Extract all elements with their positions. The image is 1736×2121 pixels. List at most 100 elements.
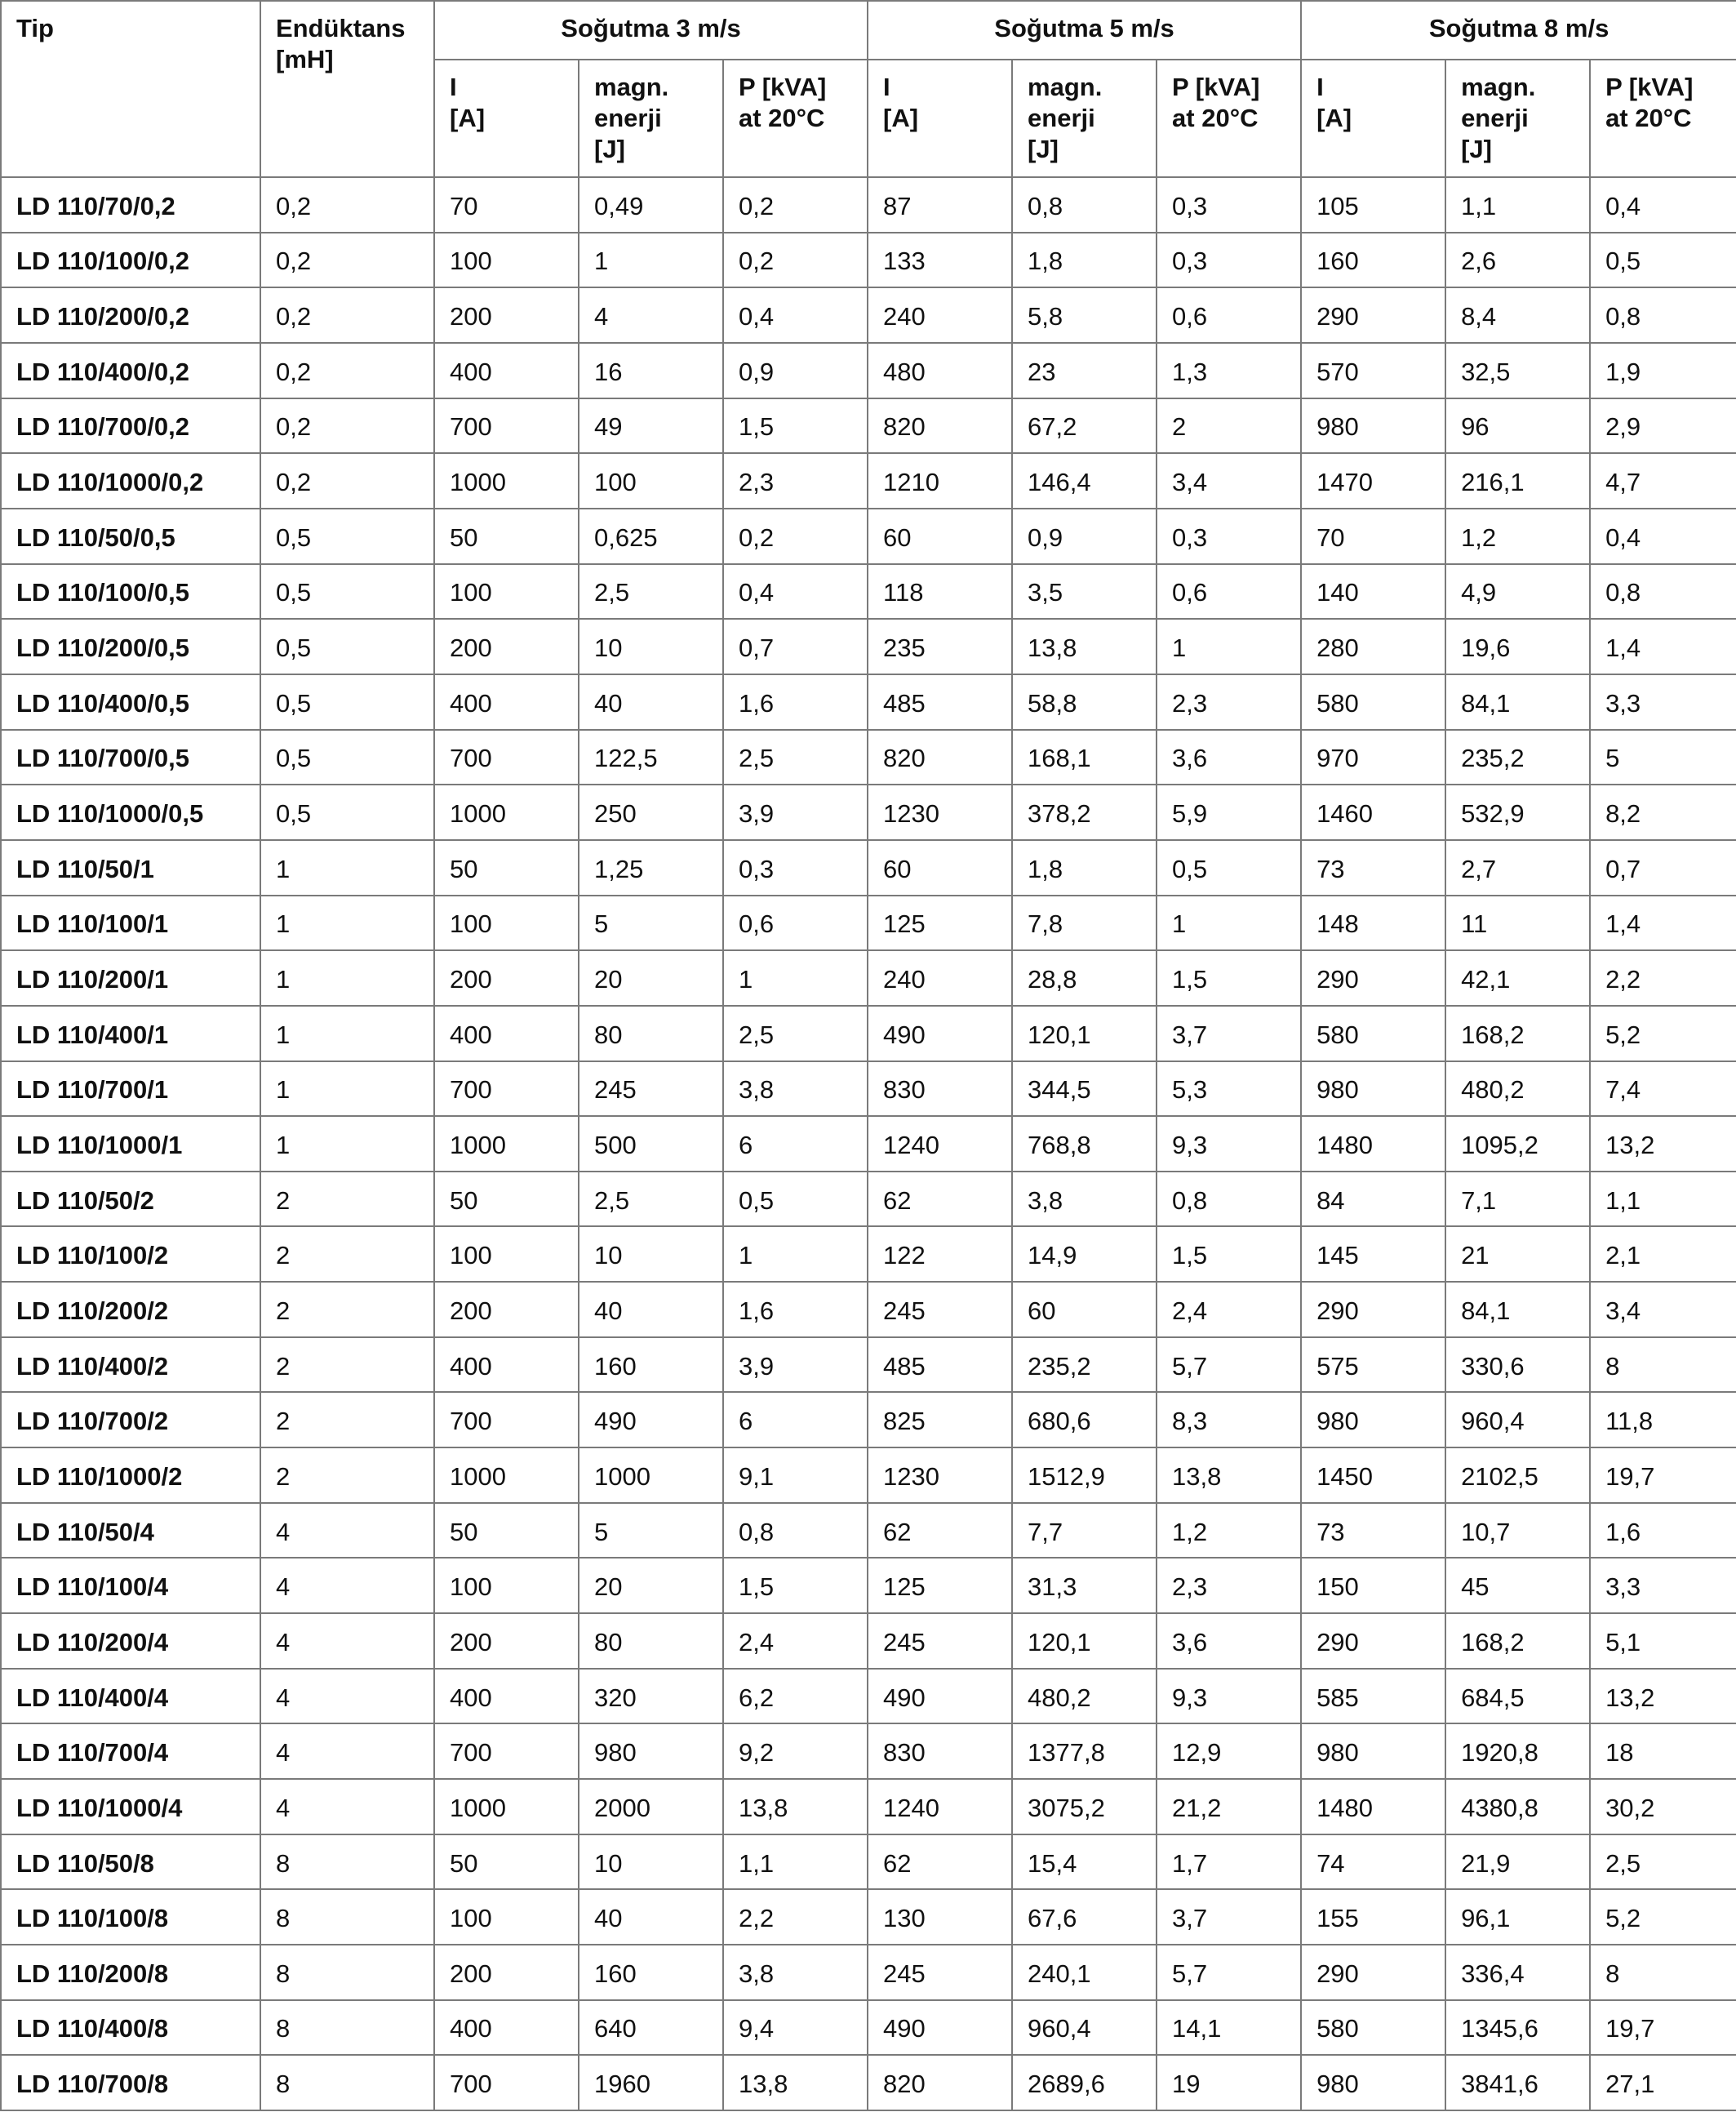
cell-current-3: 50 — [433, 838, 579, 896]
table-row: LD 110/400/4 4 400 320 6,2 490 480,2 9,3 585 684,… — [0, 1667, 1736, 1725]
cell-type: LD 110/50/8 — [0, 1833, 261, 1891]
cell-power-3: 6,2 — [721, 1667, 869, 1725]
cell-power-8: 1,4 — [1589, 894, 1736, 952]
cell-power-8: 18 — [1589, 1723, 1736, 1781]
cell-power-5: 1 — [1156, 618, 1303, 675]
table-row: LD 110/200/0,5 0,5 200 10 0,7 235 13,8 1 280 19,6… — [0, 618, 1736, 675]
cell-inductance: 2 — [260, 1170, 435, 1228]
cell-power-3: 2,4 — [721, 1612, 869, 1670]
cell-current-3: 50 — [433, 1170, 579, 1228]
cell-power-8: 1,1 — [1589, 1170, 1736, 1228]
cell-power-5: 1,3 — [1156, 341, 1303, 399]
cell-inductance: 2 — [260, 1281, 435, 1338]
cell-current-8: 73 — [1300, 1501, 1447, 1559]
table-row: LD 110/400/0,2 0,2 400 16 0,9 480 23 1,3 570 32,5… — [0, 341, 1736, 399]
cell-current-3: 700 — [433, 1391, 579, 1449]
cell-current-8: 290 — [1300, 1612, 1447, 1670]
cell-type: LD 110/400/0,5 — [0, 673, 261, 731]
cell-power-3: 3,9 — [721, 784, 869, 841]
cell-current-5: 60 — [867, 838, 1014, 896]
table-row: LD 110/700/4 4 700 980 9,2 830 1377,8 12,9 980 19… — [0, 1723, 1736, 1781]
cell-inductance: 0,2 — [260, 287, 435, 344]
cell-energy-5: 146,4 — [1011, 452, 1158, 509]
table-row: LD 110/1000/0,2 0,2 1000 100 2,3 1210 146,4 3,4… — [0, 452, 1736, 509]
cell-current-8: 585 — [1300, 1667, 1447, 1725]
cell-energy-5: 58,8 — [1011, 673, 1158, 731]
cell-current-8: 1480 — [1300, 1115, 1447, 1172]
cell-power-5: 0,5 — [1156, 838, 1303, 896]
cell-type: LD 110/50/2 — [0, 1170, 261, 1228]
cell-type: LD 110/200/0,2 — [0, 287, 261, 344]
cell-power-8: 13,2 — [1589, 1667, 1736, 1725]
table-row: LD 110/50/1 1 50 1,25 0,3 60 1,8 0,5 73 2,7 0,7 — [0, 838, 1736, 896]
cell-type: LD 110/70/0,2 — [0, 176, 261, 233]
cell-energy-3: 4 — [578, 287, 724, 344]
cell-current-8: 290 — [1300, 287, 1447, 344]
cell-inductance: 8 — [260, 1999, 435, 2057]
cell-power-5: 1,7 — [1156, 1833, 1303, 1891]
cell-power-5: 5,7 — [1156, 1944, 1303, 2001]
cell-type: LD 110/400/1 — [0, 1004, 261, 1062]
cell-current-3: 1000 — [433, 1115, 579, 1172]
cell-current-5: 240 — [867, 949, 1014, 1007]
cell-energy-5: 3,5 — [1011, 562, 1158, 620]
cell-energy-3: 40 — [578, 1281, 724, 1338]
cell-energy-8: 7,1 — [1445, 1170, 1592, 1228]
cell-power-5: 0,6 — [1156, 287, 1303, 344]
cell-current-8: 580 — [1300, 1004, 1447, 1062]
cell-current-5: 245 — [867, 1281, 1014, 1338]
cell-current-5: 490 — [867, 1667, 1014, 1725]
cell-inductance: 4 — [260, 1612, 435, 1670]
cell-energy-5: 235,2 — [1011, 1336, 1158, 1394]
cell-current-5: 1230 — [867, 784, 1014, 841]
cell-power-8: 2,5 — [1589, 1833, 1736, 1891]
cell-power-8: 2,1 — [1589, 1225, 1736, 1283]
cell-current-8: 140 — [1300, 562, 1447, 620]
cell-energy-3: 20 — [578, 949, 724, 1007]
cell-current-8: 74 — [1300, 1833, 1447, 1891]
cell-energy-8: 1,2 — [1445, 507, 1592, 565]
cell-energy-3: 10 — [578, 1833, 724, 1891]
cell-power-3: 2,5 — [721, 728, 869, 786]
cell-energy-5: 31,3 — [1011, 1557, 1158, 1615]
cell-inductance: 4 — [260, 1667, 435, 1725]
table-row: LD 110/700/8 8 700 1960 13,8 820 2689,6 19 980 38… — [0, 2054, 1736, 2111]
cell-current-3: 50 — [433, 1833, 579, 1891]
cell-type: LD 110/100/4 — [0, 1557, 261, 1615]
cell-energy-3: 1,25 — [578, 838, 724, 896]
cell-current-5: 830 — [867, 1723, 1014, 1781]
cell-current-5: 485 — [867, 673, 1014, 731]
table-row: LD 110/200/0,2 0,2 200 4 0,4 240 5,8 0,6 290 8,4 0… — [0, 287, 1736, 344]
cell-power-8: 0,8 — [1589, 562, 1736, 620]
cell-energy-8: 235,2 — [1445, 728, 1592, 786]
cell-current-3: 1000 — [433, 452, 579, 509]
cell-current-5: 1240 — [867, 1778, 1014, 1835]
table-row: LD 110/700/2 2 700 490 6 825 680,6 8,3 980 960,4 1… — [0, 1391, 1736, 1449]
cell-current-5: 122 — [867, 1225, 1014, 1283]
header-group-cooling-8: Soğutma 8 m/s — [1300, 0, 1736, 60]
cell-current-8: 980 — [1300, 1060, 1447, 1118]
cell-type: LD 110/1000/4 — [0, 1778, 261, 1835]
cell-inductance: 0,5 — [260, 562, 435, 620]
cell-energy-8: 2,6 — [1445, 231, 1592, 289]
cell-current-8: 105 — [1300, 176, 1447, 233]
cell-current-5: 125 — [867, 1557, 1014, 1615]
cell-power-3: 0,4 — [721, 287, 869, 344]
cell-energy-8: 11 — [1445, 894, 1592, 952]
cell-power-8: 0,4 — [1589, 507, 1736, 565]
cell-current-5: 125 — [867, 894, 1014, 952]
table-row: LD 110/1000/2 2 1000 1000 9,1 1230 1512,9 13,8 1… — [0, 1447, 1736, 1504]
cell-energy-5: 23 — [1011, 341, 1158, 399]
cell-current-5: 87 — [867, 176, 1014, 233]
cell-power-3: 1,6 — [721, 673, 869, 731]
cell-power-5: 3,6 — [1156, 1612, 1303, 1670]
cell-power-8: 8,2 — [1589, 784, 1736, 841]
cell-energy-3: 250 — [578, 784, 724, 841]
cell-power-3: 0,3 — [721, 838, 869, 896]
cell-energy-3: 320 — [578, 1667, 724, 1725]
cell-energy-3: 10 — [578, 1225, 724, 1283]
cell-power-8: 5,2 — [1589, 1888, 1736, 1945]
cell-power-5: 0,8 — [1156, 1170, 1303, 1228]
cell-energy-8: 216,1 — [1445, 452, 1592, 509]
